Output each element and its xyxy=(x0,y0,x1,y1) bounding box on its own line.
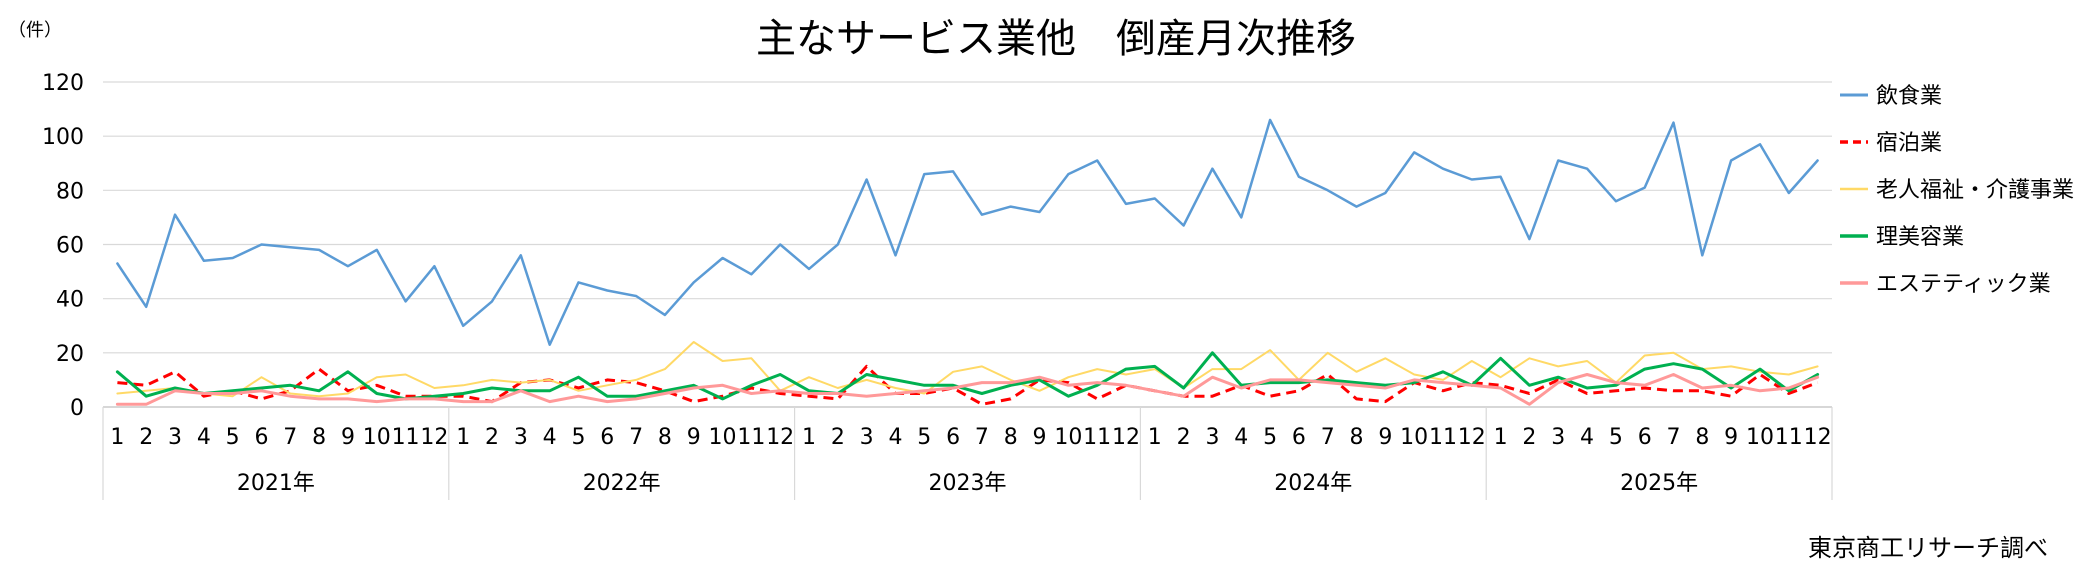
month-tick-label: 7 xyxy=(975,425,989,450)
y-tick-label: 100 xyxy=(42,125,84,150)
month-tick-label: 6 xyxy=(1638,425,1652,450)
month-tick-label: 6 xyxy=(254,425,268,450)
y-unit-label: （件） xyxy=(8,20,62,41)
month-tick-label: 3 xyxy=(514,425,528,450)
month-tick-label: 2 xyxy=(1522,425,1536,450)
month-tick-label: 12 xyxy=(1804,425,1832,450)
month-tick-label: 5 xyxy=(571,425,585,450)
month-tick-label: 7 xyxy=(1667,425,1681,450)
y-tick-label: 60 xyxy=(56,234,84,259)
month-tick-label: 2 xyxy=(1177,425,1191,450)
month-tick-label: 5 xyxy=(226,425,240,450)
month-tick-label: 12 xyxy=(1458,425,1486,450)
month-tick-label: 12 xyxy=(766,425,794,450)
y-tick-label: 40 xyxy=(56,288,84,313)
month-tick-label: 12 xyxy=(420,425,448,450)
series-line xyxy=(116,341,1819,398)
year-label: 2025年 xyxy=(1620,471,1698,496)
month-tick-label: 10 xyxy=(1746,425,1774,450)
y-axis: 0 20 40 60 80 100 120 xyxy=(42,71,84,421)
legend-label: 理美容業 xyxy=(1876,225,1964,250)
month-tick-label: 7 xyxy=(1321,425,1335,450)
month-tick-label: 1 xyxy=(110,425,124,450)
month-tick-label: 6 xyxy=(600,425,614,450)
month-tick-label: 9 xyxy=(341,425,355,450)
legend-label: 飲食業 xyxy=(1876,84,1942,109)
y-tick-label: 0 xyxy=(70,396,84,421)
month-tick-label: 9 xyxy=(1724,425,1738,450)
year-label: 2023年 xyxy=(929,471,1007,496)
month-tick-label: 4 xyxy=(197,425,211,450)
month-tick-label: 8 xyxy=(1350,425,1364,450)
gridlines xyxy=(103,81,1832,408)
month-tick-label: 2 xyxy=(139,425,153,450)
month-tick-label: 6 xyxy=(1292,425,1306,450)
month-tick-label: 10 xyxy=(1400,425,1428,450)
month-tick-label: 11 xyxy=(1429,425,1457,450)
series-line xyxy=(116,118,1819,346)
month-tick-label: 2 xyxy=(485,425,499,450)
y-tick-label: 20 xyxy=(56,342,84,367)
month-tick-label: 3 xyxy=(168,425,182,450)
y-tick-label: 120 xyxy=(42,71,84,96)
plot-area xyxy=(115,118,1820,406)
month-tick-label: 11 xyxy=(737,425,765,450)
month-tick-label: 12 xyxy=(1112,425,1140,450)
month-tick-label: 4 xyxy=(1234,425,1248,450)
month-tick-label: 11 xyxy=(1775,425,1803,450)
month-tick-label: 3 xyxy=(860,425,874,450)
month-tick-label: 9 xyxy=(687,425,701,450)
series-line xyxy=(115,351,1820,401)
y-tick-label: 80 xyxy=(56,179,84,204)
legend-label: 老人福祉・介護事業 xyxy=(1876,178,2074,203)
source-note: 東京商工リサーチ調べ xyxy=(1808,534,2048,562)
chart-title: 主なサービス業他 倒産月次推移 xyxy=(756,16,1356,62)
year-label: 2024年 xyxy=(1274,471,1352,496)
month-tick-label: 5 xyxy=(1263,425,1277,450)
month-tick-label: 2 xyxy=(831,425,845,450)
month-tick-label: 1 xyxy=(1148,425,1162,450)
month-tick-label: 7 xyxy=(629,425,643,450)
month-tick-label: 8 xyxy=(312,425,326,450)
month-tick-label: 11 xyxy=(392,425,420,450)
month-tick-label: 8 xyxy=(1004,425,1018,450)
year-label: 2021年 xyxy=(237,471,315,496)
legend-label: 宿泊業 xyxy=(1876,131,1942,156)
month-tick-label: 8 xyxy=(658,425,672,450)
month-tick-label: 5 xyxy=(1609,425,1623,450)
month-tick-label: 4 xyxy=(1580,425,1594,450)
month-tick-label: 9 xyxy=(1378,425,1392,450)
month-tick-label: 4 xyxy=(888,425,902,450)
month-tick-label: 8 xyxy=(1695,425,1709,450)
month-tick-label: 7 xyxy=(283,425,297,450)
month-tick-label: 3 xyxy=(1205,425,1219,450)
month-tick-label: 1 xyxy=(1494,425,1508,450)
month-tick-label: 11 xyxy=(1083,425,1111,450)
year-label: 2022年 xyxy=(583,471,661,496)
month-tick-label: 1 xyxy=(802,425,816,450)
month-tick-label: 1 xyxy=(456,425,470,450)
month-tick-label: 3 xyxy=(1551,425,1565,450)
month-tick-label: 10 xyxy=(363,425,391,450)
month-tick-label: 4 xyxy=(543,425,557,450)
month-tick-label: 5 xyxy=(917,425,931,450)
month-tick-label: 10 xyxy=(1054,425,1082,450)
month-tick-label: 6 xyxy=(946,425,960,450)
legend-label: エステティック業 xyxy=(1876,272,2051,297)
month-tick-label: 9 xyxy=(1033,425,1047,450)
series-line xyxy=(115,373,1820,406)
month-tick-label: 10 xyxy=(709,425,737,450)
